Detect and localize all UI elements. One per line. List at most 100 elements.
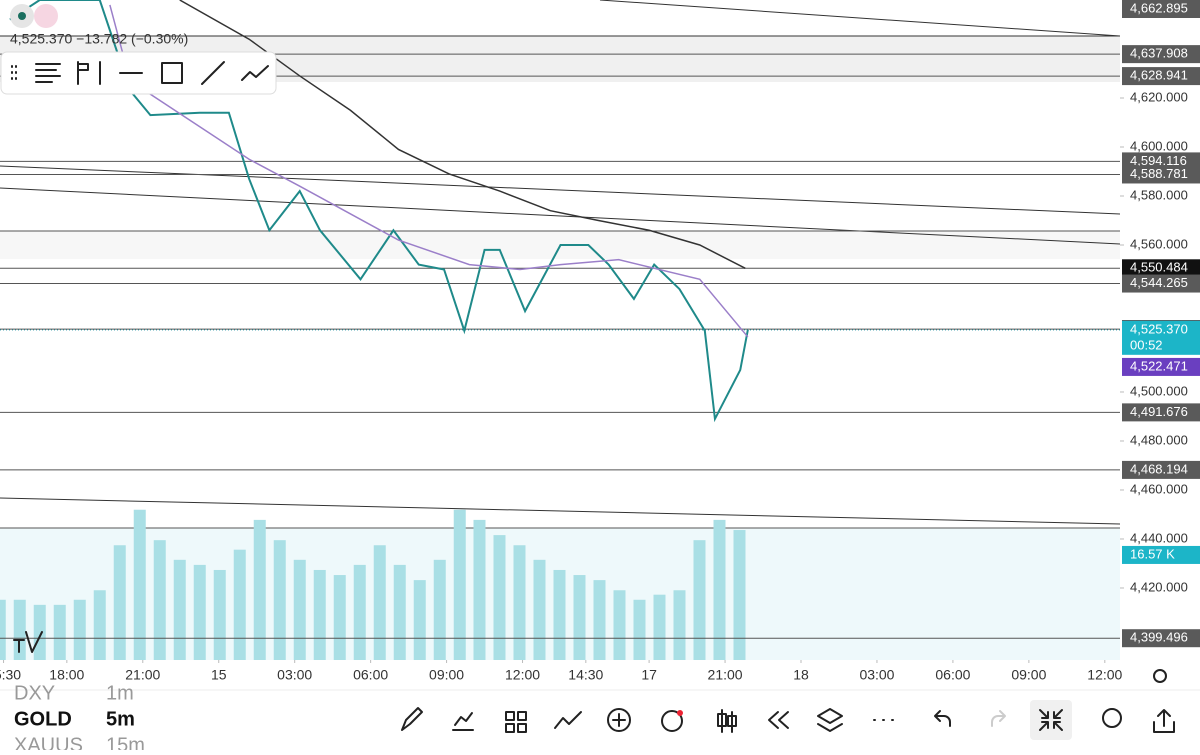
symbol: GOLD [14, 708, 72, 730]
level-tag [1122, 460, 1200, 479]
tool-trend[interactable] [201, 61, 225, 85]
volume-bar [93, 590, 106, 660]
icon-layers[interactable] [817, 708, 843, 732]
x-tick-label: 17 [641, 667, 657, 683]
icon-ideas[interactable] [1102, 708, 1122, 728]
y-tick-label: 4,460.000 [1130, 481, 1188, 496]
x-tick-label: 18:00 [49, 667, 84, 683]
x-tick-label: 09:00 [429, 667, 464, 683]
x-tick-label: 21:00 [125, 667, 160, 683]
price-line [179, 0, 746, 269]
icon-layout[interactable] [505, 711, 527, 733]
icon-indicators[interactable] [452, 712, 474, 731]
countdown: 00:52 [1130, 337, 1163, 352]
level-tag-label: 4,550.484 [1130, 260, 1188, 275]
volume-bar [733, 530, 746, 660]
volume-bar [713, 519, 726, 660]
icon-compare[interactable] [554, 711, 582, 729]
tool-lines[interactable] [35, 63, 61, 83]
level-tag-label: 4,544.265 [1130, 275, 1188, 290]
y-tick-label: 4,600.000 [1130, 138, 1188, 153]
y-tick-label: 4,440.000 [1130, 530, 1188, 545]
volume-bar [293, 559, 306, 660]
volume-bar [213, 569, 226, 660]
volume-bar [673, 590, 686, 660]
icon-add[interactable] [612, 713, 626, 727]
level-tag-label: 4,399.496 [1130, 630, 1188, 645]
icon-alert[interactable] [661, 710, 683, 732]
interval: 15m [106, 734, 145, 750]
icon-add[interactable] [607, 708, 631, 732]
x-tick-label: 03:00 [277, 667, 312, 683]
icon-redo[interactable] [991, 710, 1006, 727]
icon-draw[interactable] [401, 707, 423, 731]
volume-tag [1122, 545, 1200, 564]
x-tick-label: 06:00 [935, 667, 970, 683]
y-tick-label: 4,580.000 [1130, 187, 1188, 202]
y-tick-label: 4,560.000 [1130, 236, 1188, 251]
volume-bar [153, 540, 166, 660]
level-tag-label: 4,491.676 [1130, 404, 1188, 419]
tool-rect[interactable] [161, 62, 183, 84]
volume-bar [273, 540, 286, 660]
volume-bar [133, 509, 146, 660]
icon-undo[interactable] [934, 710, 951, 727]
time-axis [0, 660, 1200, 690]
icon-share[interactable] [1153, 709, 1175, 733]
symbol: XAUUS [14, 734, 83, 750]
y-tick-label: 4,620.000 [1130, 89, 1188, 104]
level-tag [1122, 45, 1200, 64]
volume-bar [653, 594, 666, 660]
level-tag [1122, 274, 1200, 293]
level-tag-label: 4,628.941 [1130, 68, 1188, 83]
volume-bar [593, 580, 606, 660]
status-dots [10, 4, 58, 28]
ma-tag [1122, 357, 1200, 376]
x-tick-label: 18 [793, 667, 809, 683]
alert-dot [677, 710, 683, 716]
x-tick-label: 21:00 [708, 667, 743, 683]
volume-bar [173, 559, 186, 660]
volume-bar [333, 575, 346, 660]
logo [13, 631, 43, 653]
volume-bar [633, 599, 646, 660]
volume-bar [393, 564, 406, 660]
icon-bg [1030, 700, 1072, 740]
volume-bar [433, 559, 446, 660]
level-tag [1122, 403, 1200, 422]
level-tag [1122, 67, 1200, 86]
icon-rewind[interactable] [768, 711, 789, 729]
tool-fib[interactable] [77, 61, 101, 85]
icon-replay-bars[interactable] [717, 709, 737, 733]
level-tag-label: 4,468.194 [1130, 461, 1188, 476]
volume-bar [413, 580, 426, 660]
last-price-tag-label: 4,525.370 [1130, 321, 1188, 336]
interval: 5m [106, 708, 135, 730]
volume-bar [613, 590, 626, 660]
volume-bar [33, 604, 46, 660]
trend-line [0, 497, 1120, 525]
icon-collapse[interactable] [1039, 709, 1063, 731]
level-tag-label: 4,637.908 [1130, 46, 1188, 61]
volume-bar [233, 549, 246, 660]
trend-line [0, 187, 1120, 245]
icon-settings[interactable] [1153, 669, 1167, 683]
tool-path[interactable] [241, 65, 269, 81]
level-tag [1122, 259, 1200, 278]
volume-bar [473, 519, 486, 660]
y-tick-label: 4,420.000 [1130, 579, 1188, 594]
last-price-tag [1122, 320, 1200, 355]
volume-tag-label: 16.57 K [1130, 546, 1175, 561]
plot-area [0, 0, 1120, 660]
y-tick-label: 4,500.000 [1130, 383, 1188, 398]
bottom-bar [0, 631, 1200, 740]
level-tag [1122, 165, 1200, 184]
volume-bar [453, 509, 466, 660]
drag-handle[interactable] [11, 65, 17, 80]
level-tag-label: 4,662.895 [1130, 0, 1188, 15]
interval: 1m [106, 682, 134, 704]
trend-line [0, 165, 1120, 215]
symbol: DXY [14, 682, 55, 704]
price-line [9, 0, 749, 423]
